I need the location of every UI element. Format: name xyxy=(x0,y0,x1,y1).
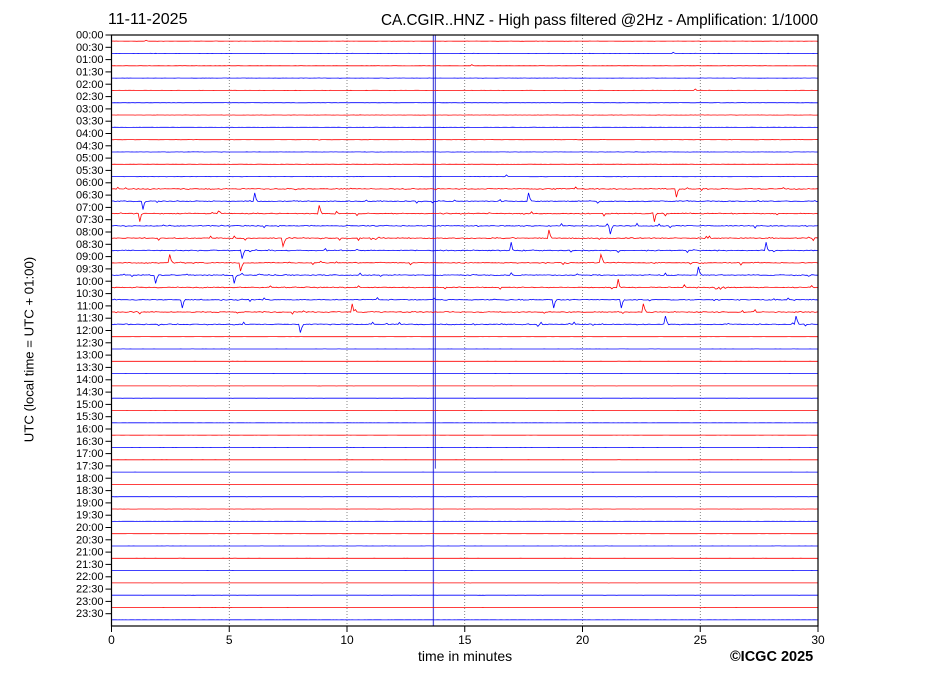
svg-text:03:30: 03:30 xyxy=(76,116,104,128)
svg-text:01:00: 01:00 xyxy=(76,54,104,66)
svg-text:22:00: 22:00 xyxy=(76,571,104,583)
svg-text:05:00: 05:00 xyxy=(76,153,104,165)
svg-text:04:00: 04:00 xyxy=(76,128,104,140)
svg-text:0: 0 xyxy=(108,633,115,647)
svg-text:16:00: 16:00 xyxy=(76,424,104,436)
svg-text:12:30: 12:30 xyxy=(76,337,104,349)
svg-text:11:00: 11:00 xyxy=(77,300,104,312)
svg-text:17:00: 17:00 xyxy=(76,448,104,460)
svg-text:17:30: 17:30 xyxy=(76,460,104,472)
svg-text:5: 5 xyxy=(226,633,233,647)
svg-text:18:00: 18:00 xyxy=(76,473,104,485)
svg-text:21:00: 21:00 xyxy=(76,547,104,559)
svg-text:30: 30 xyxy=(811,633,825,647)
svg-text:07:00: 07:00 xyxy=(76,202,104,214)
svg-text:08:30: 08:30 xyxy=(76,239,104,251)
svg-text:10:30: 10:30 xyxy=(76,288,104,300)
svg-text:22:30: 22:30 xyxy=(76,584,104,596)
svg-text:00:30: 00:30 xyxy=(76,42,104,54)
svg-text:13:30: 13:30 xyxy=(76,362,104,374)
svg-text:09:00: 09:00 xyxy=(76,251,104,263)
svg-text:14:30: 14:30 xyxy=(76,387,104,399)
svg-text:10: 10 xyxy=(340,633,354,647)
svg-text:15: 15 xyxy=(458,633,472,647)
svg-text:18:30: 18:30 xyxy=(76,485,104,497)
svg-text:19:00: 19:00 xyxy=(76,497,104,509)
svg-text:07:30: 07:30 xyxy=(76,214,104,226)
svg-text:02:00: 02:00 xyxy=(76,79,104,91)
svg-text:20:30: 20:30 xyxy=(76,534,104,546)
svg-text:02:30: 02:30 xyxy=(76,91,104,103)
svg-text:15:00: 15:00 xyxy=(76,399,104,411)
svg-text:23:00: 23:00 xyxy=(76,596,104,608)
svg-text:12:00: 12:00 xyxy=(76,325,104,337)
svg-text:09:30: 09:30 xyxy=(76,263,104,275)
svg-text:10:00: 10:00 xyxy=(76,276,104,288)
svg-text:11:30: 11:30 xyxy=(77,313,104,325)
svg-text:05:30: 05:30 xyxy=(76,165,104,177)
svg-text:04:30: 04:30 xyxy=(76,140,104,152)
svg-text:16:30: 16:30 xyxy=(76,436,104,448)
svg-text:03:00: 03:00 xyxy=(76,103,104,115)
svg-text:25: 25 xyxy=(694,633,708,647)
svg-text:13:00: 13:00 xyxy=(76,350,104,362)
svg-text:20:00: 20:00 xyxy=(76,522,104,534)
svg-text:01:30: 01:30 xyxy=(76,66,104,78)
svg-text:06:30: 06:30 xyxy=(76,190,104,202)
svg-text:14:00: 14:00 xyxy=(76,374,104,386)
svg-text:06:00: 06:00 xyxy=(76,177,104,189)
svg-text:15:30: 15:30 xyxy=(76,411,104,423)
svg-text:21:30: 21:30 xyxy=(76,559,104,571)
svg-text:00:00: 00:00 xyxy=(76,30,104,42)
svg-text:08:00: 08:00 xyxy=(76,227,104,239)
svg-text:23:30: 23:30 xyxy=(76,608,104,620)
svg-text:20: 20 xyxy=(576,633,590,647)
svg-text:19:30: 19:30 xyxy=(76,510,104,522)
